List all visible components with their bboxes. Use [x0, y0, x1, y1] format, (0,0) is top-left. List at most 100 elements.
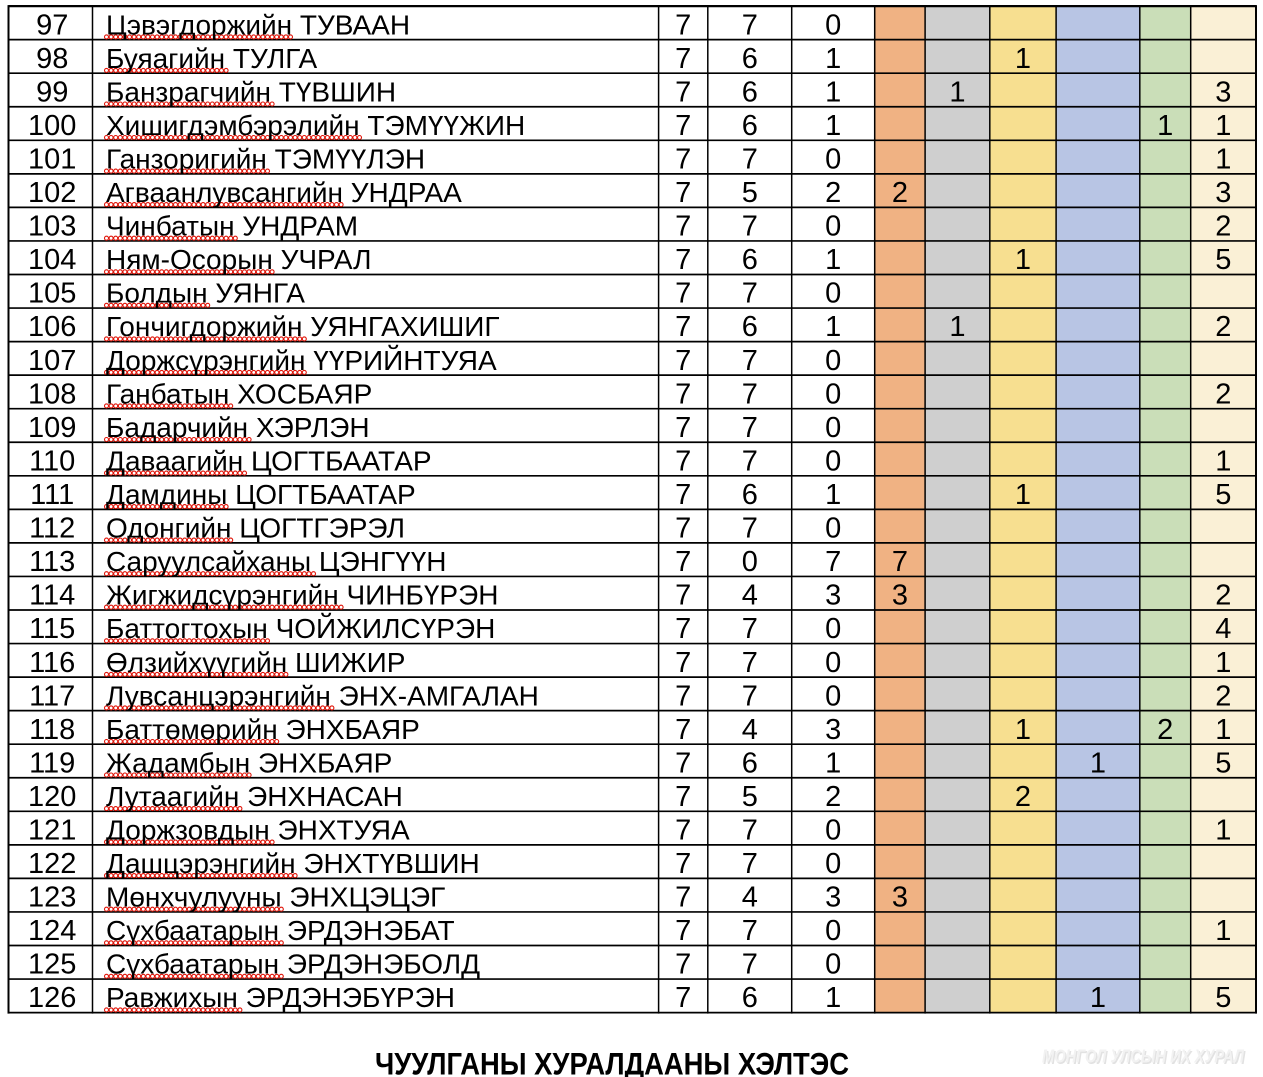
svg-text:7: 7 [675, 311, 691, 343]
svg-text:4: 4 [1215, 613, 1231, 645]
svg-text:5: 5 [742, 177, 758, 209]
svg-text:7: 7 [675, 412, 691, 444]
svg-text:6: 6 [742, 747, 758, 779]
svg-text:7: 7 [675, 513, 691, 545]
svg-text:126: 126 [28, 982, 76, 1014]
svg-text:7: 7 [742, 949, 758, 981]
svg-text:7: 7 [675, 647, 691, 679]
svg-text:4: 4 [742, 580, 758, 612]
svg-text:101: 101 [28, 144, 76, 176]
svg-text:2: 2 [1215, 680, 1231, 712]
svg-text:7: 7 [675, 43, 691, 75]
svg-text:110: 110 [29, 445, 75, 477]
svg-text:104: 104 [28, 244, 76, 276]
svg-text:Гончигдоржийн УЯНГАХИШИГ: Гончигдоржийн УЯНГАХИШИГ [106, 311, 500, 342]
svg-text:7: 7 [675, 680, 691, 712]
svg-text:0: 0 [825, 144, 841, 176]
svg-text:122: 122 [28, 848, 76, 880]
svg-text:7: 7 [675, 76, 691, 108]
svg-text:7: 7 [675, 177, 691, 209]
svg-text:2: 2 [1215, 211, 1231, 243]
svg-text:5: 5 [1215, 747, 1231, 779]
svg-text:Дамдины ЦОГТБААТАР: Дамдины ЦОГТБААТАР [106, 479, 416, 510]
svg-text:2: 2 [1215, 311, 1231, 343]
svg-text:2: 2 [1015, 781, 1031, 813]
svg-text:7: 7 [742, 445, 758, 477]
svg-text:6: 6 [742, 110, 758, 142]
svg-text:7: 7 [675, 982, 691, 1014]
svg-text:1: 1 [825, 244, 841, 276]
svg-text:5: 5 [1215, 479, 1231, 511]
svg-text:1: 1 [1157, 110, 1173, 142]
svg-text:7: 7 [675, 949, 691, 981]
svg-text:114: 114 [29, 580, 75, 612]
svg-text:7: 7 [742, 412, 758, 444]
svg-text:98: 98 [36, 43, 68, 75]
svg-text:7: 7 [675, 244, 691, 276]
svg-text:124: 124 [28, 915, 76, 947]
svg-text:7: 7 [742, 680, 758, 712]
svg-text:7: 7 [742, 513, 758, 545]
svg-text:7: 7 [742, 378, 758, 410]
svg-text:3: 3 [825, 714, 841, 746]
svg-text:Жигжидсүрэнгийн ЧИНБҮРЭН: Жигжидсүрэнгийн ЧИНБҮРЭН [106, 580, 498, 611]
svg-text:6: 6 [742, 43, 758, 75]
svg-text:7: 7 [675, 915, 691, 947]
svg-text:108: 108 [28, 378, 76, 410]
svg-text:1: 1 [1215, 445, 1231, 477]
svg-text:5: 5 [1215, 244, 1231, 276]
svg-text:7: 7 [675, 345, 691, 377]
svg-text:0: 0 [825, 9, 841, 41]
svg-text:1: 1 [1215, 815, 1231, 847]
svg-text:7: 7 [675, 815, 691, 847]
svg-text:2: 2 [1215, 580, 1231, 612]
svg-text:6: 6 [742, 982, 758, 1014]
svg-text:1: 1 [1015, 244, 1031, 276]
svg-text:116: 116 [29, 647, 75, 679]
svg-text:7: 7 [675, 378, 691, 410]
svg-text:6: 6 [742, 244, 758, 276]
svg-text:Буяагийн ТУЛГА: Буяагийн ТУЛГА [106, 43, 318, 74]
svg-text:7: 7 [675, 580, 691, 612]
svg-text:Өлзийхүүгийн ШИЖИР: Өлзийхүүгийн ШИЖИР [106, 647, 405, 678]
svg-text:2: 2 [892, 177, 908, 209]
svg-text:7: 7 [675, 714, 691, 746]
svg-text:0: 0 [825, 345, 841, 377]
svg-text:7: 7 [742, 613, 758, 645]
svg-text:5: 5 [1215, 982, 1231, 1014]
svg-text:1: 1 [825, 43, 841, 75]
svg-text:Сүхбаатарын ЭРДЭНЭБОЛД: Сүхбаатарын ЭРДЭНЭБОЛД [106, 949, 480, 980]
svg-text:7: 7 [825, 546, 841, 578]
svg-text:3: 3 [825, 882, 841, 914]
svg-text:99: 99 [36, 76, 68, 108]
svg-text:1: 1 [825, 311, 841, 343]
svg-text:7: 7 [742, 9, 758, 41]
svg-text:0: 0 [825, 915, 841, 947]
svg-text:0: 0 [825, 680, 841, 712]
svg-text:1: 1 [1215, 915, 1231, 947]
svg-text:1: 1 [1215, 110, 1231, 142]
svg-text:6: 6 [742, 479, 758, 511]
svg-text:109: 109 [28, 412, 76, 444]
svg-text:7: 7 [742, 345, 758, 377]
svg-text:0: 0 [825, 647, 841, 679]
svg-text:4: 4 [742, 882, 758, 914]
svg-text:121: 121 [28, 815, 76, 847]
svg-text:0: 0 [825, 378, 841, 410]
svg-text:7: 7 [742, 211, 758, 243]
svg-text:1: 1 [1215, 144, 1231, 176]
svg-text:1: 1 [825, 747, 841, 779]
svg-text:Агваанлувсангийн УНДРАА: Агваанлувсангийн УНДРАА [106, 177, 462, 208]
svg-text:3: 3 [1215, 76, 1231, 108]
svg-text:7: 7 [742, 278, 758, 310]
svg-text:Цэвэгдоржийн ТУВААН: Цэвэгдоржийн ТУВААН [106, 9, 410, 40]
svg-text:1: 1 [825, 479, 841, 511]
svg-text:7: 7 [675, 110, 691, 142]
svg-text:7: 7 [675, 613, 691, 645]
svg-text:7: 7 [892, 546, 908, 578]
svg-text:МОНГОЛ УЛСЫН ИХ ХУРАЛ: МОНГОЛ УЛСЫН ИХ ХУРАЛ [1043, 1048, 1246, 1068]
svg-text:МОНГОЛ УЛСЫН ИХ ХУРАЛ: МОНГОЛ УЛСЫН ИХ ХУРАЛ [1042, 1047, 1245, 1067]
svg-text:7: 7 [742, 647, 758, 679]
svg-text:Сүхбаатарын ЭРДЭНЭБАТ: Сүхбаатарын ЭРДЭНЭБАТ [106, 915, 455, 946]
svg-text:0: 0 [825, 815, 841, 847]
